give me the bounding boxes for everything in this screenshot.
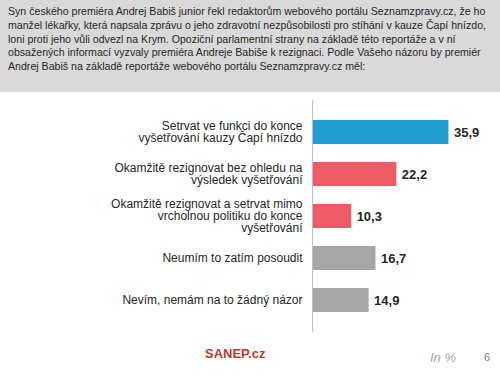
svg-text:16,7: 16,7 (381, 251, 406, 266)
html-text:Syn českého premiéra Andrej Ba: Syn českého premiéra Andrej Babiš junior… (8, 5, 486, 73)
html-text:SANEP.cz: SANEP.cz (205, 346, 266, 361)
svg-text:Okamžitě rezignovat bez ohledu: Okamžitě rezignovat bez ohledu navýslede… (114, 161, 303, 187)
svg-text:Setrvat ve funkci do koncevyše: Setrvat ve funkci do koncevyšetřování ka… (138, 119, 302, 145)
svg-text:22,2: 22,2 (402, 167, 427, 182)
svg-text:Neumím to zatím posoudit: Neumím to zatím posoudit (162, 251, 303, 265)
svg-text:Okamžitě rezignovat a setrvat: Okamžitě rezignovat a setrvat mimovrchol… (111, 197, 303, 235)
html-text:6: 6 (484, 351, 491, 363)
svg-text:14,9: 14,9 (374, 293, 399, 308)
html-text:In %: In % (430, 350, 456, 365)
svg-text:10,3: 10,3 (357, 209, 382, 224)
svg-text:35,9: 35,9 (454, 125, 479, 140)
svg-text:Nevím, nemám na to žádný názor: Nevím, nemám na to žádný názor (122, 293, 302, 307)
